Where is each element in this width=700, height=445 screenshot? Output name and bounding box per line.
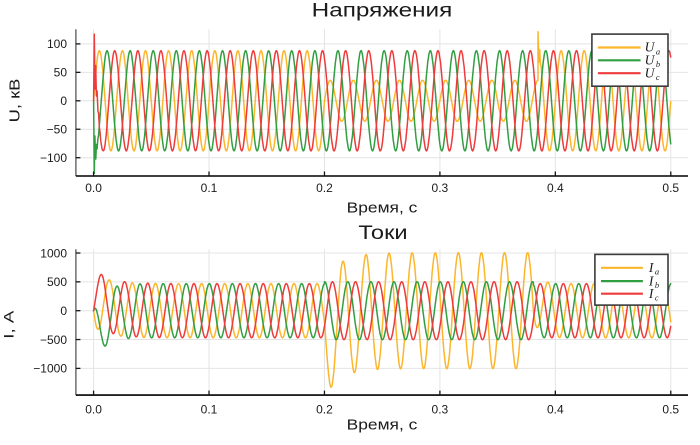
svg-text:0.0: 0.0: [85, 181, 102, 195]
svg-text:Время, с: Время, с: [347, 418, 418, 434]
svg-text:0.2: 0.2: [316, 403, 333, 417]
svg-text:Токи: Токи: [358, 223, 407, 244]
svg-text:−500: −500: [40, 333, 67, 347]
svg-text:500: 500: [47, 275, 67, 289]
svg-text:−100: −100: [40, 151, 67, 165]
svg-text:0.1: 0.1: [201, 403, 218, 417]
svg-text:0.5: 0.5: [662, 403, 679, 417]
svg-text:I, А: I, А: [1, 310, 17, 339]
svg-text:Ic: Ic: [648, 286, 659, 303]
svg-text:0.3: 0.3: [432, 403, 449, 417]
svg-text:0.4: 0.4: [547, 181, 564, 195]
svg-text:0.2: 0.2: [316, 181, 333, 195]
svg-text:−50: −50: [47, 123, 68, 137]
svg-text:−1000: −1000: [33, 362, 67, 376]
svg-text:0.1: 0.1: [201, 181, 218, 195]
svg-text:100: 100: [47, 37, 67, 51]
svg-text:U, кВ: U, кВ: [8, 79, 24, 123]
svg-text:50: 50: [54, 66, 68, 80]
svg-text:0.4: 0.4: [547, 403, 564, 417]
svg-text:1000: 1000: [40, 246, 67, 260]
svg-text:0.3: 0.3: [432, 181, 449, 195]
svg-text:0: 0: [60, 304, 67, 318]
svg-text:0.0: 0.0: [85, 403, 102, 417]
svg-text:Напряжения: Напряжения: [312, 1, 453, 22]
svg-text:0: 0: [60, 94, 67, 108]
svg-text:Время, с: Время, с: [347, 200, 418, 216]
svg-text:0.5: 0.5: [662, 181, 679, 195]
